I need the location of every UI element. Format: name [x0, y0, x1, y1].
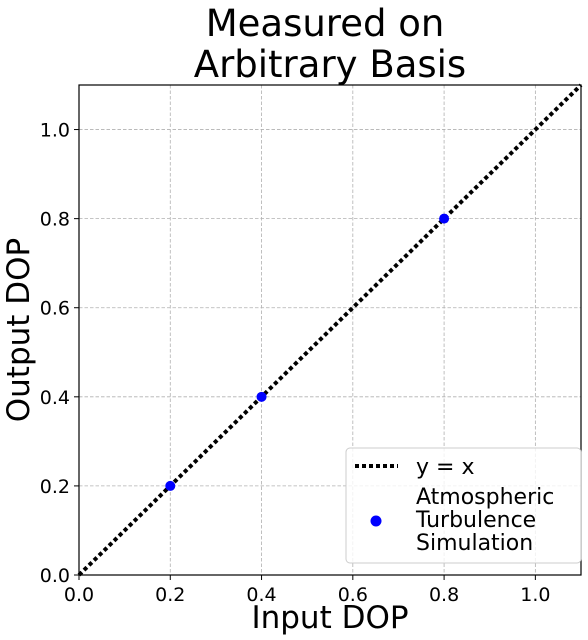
legend-label-line: y = x	[416, 455, 474, 480]
y-tick-label: 0.2	[40, 476, 70, 498]
x-tick-label: 0.6	[338, 584, 368, 606]
x-tick-label: 0.4	[246, 584, 276, 606]
x-axis-ticks: 0.0 0.2 0.4 0.6 0.8 1.0	[64, 575, 550, 606]
y-tick-label: 0.8	[40, 209, 70, 231]
y-axis-label: Output DOP	[1, 238, 37, 423]
y-tick-label: 0.4	[40, 387, 70, 409]
plot-frame	[78, 84, 582, 576]
scatter-point	[165, 480, 176, 491]
x-tick-label: 1.0	[520, 584, 550, 606]
series-scatter	[165, 213, 450, 491]
y-tick-label: 0.0	[40, 565, 70, 587]
legend-box	[345, 447, 582, 564]
y-axis-ticks: 0.0 0.2 0.4 0.6 0.8 1.0	[40, 120, 79, 587]
legend-label-scatter-line-1: Atmospheric	[416, 485, 554, 510]
legend: y = x Atmospheric Turbulence Simulation	[345, 447, 582, 564]
y-tick-label: 0.6	[40, 298, 70, 320]
scatter-point	[256, 391, 267, 402]
x-tick-label: 0.2	[155, 584, 185, 606]
legend-label-scatter-line-2: Turbulence	[415, 508, 536, 533]
x-tick-label: 0.8	[429, 584, 459, 606]
chart-title-line-2: Arbitrary Basis	[194, 43, 466, 86]
x-tick-label: 0.0	[64, 584, 94, 606]
legend-marker-swatch	[370, 515, 382, 527]
chart-title-line-1: Measured on	[206, 2, 445, 45]
series-line-y-equals-x	[77, 83, 583, 577]
x-axis-label: Input DOP	[251, 600, 408, 636]
legend-label-scatter-line-3: Simulation	[416, 531, 533, 556]
y-tick-label: 1.0	[40, 120, 70, 142]
scatter-point	[439, 213, 450, 224]
y-equals-x-line	[77, 83, 583, 577]
